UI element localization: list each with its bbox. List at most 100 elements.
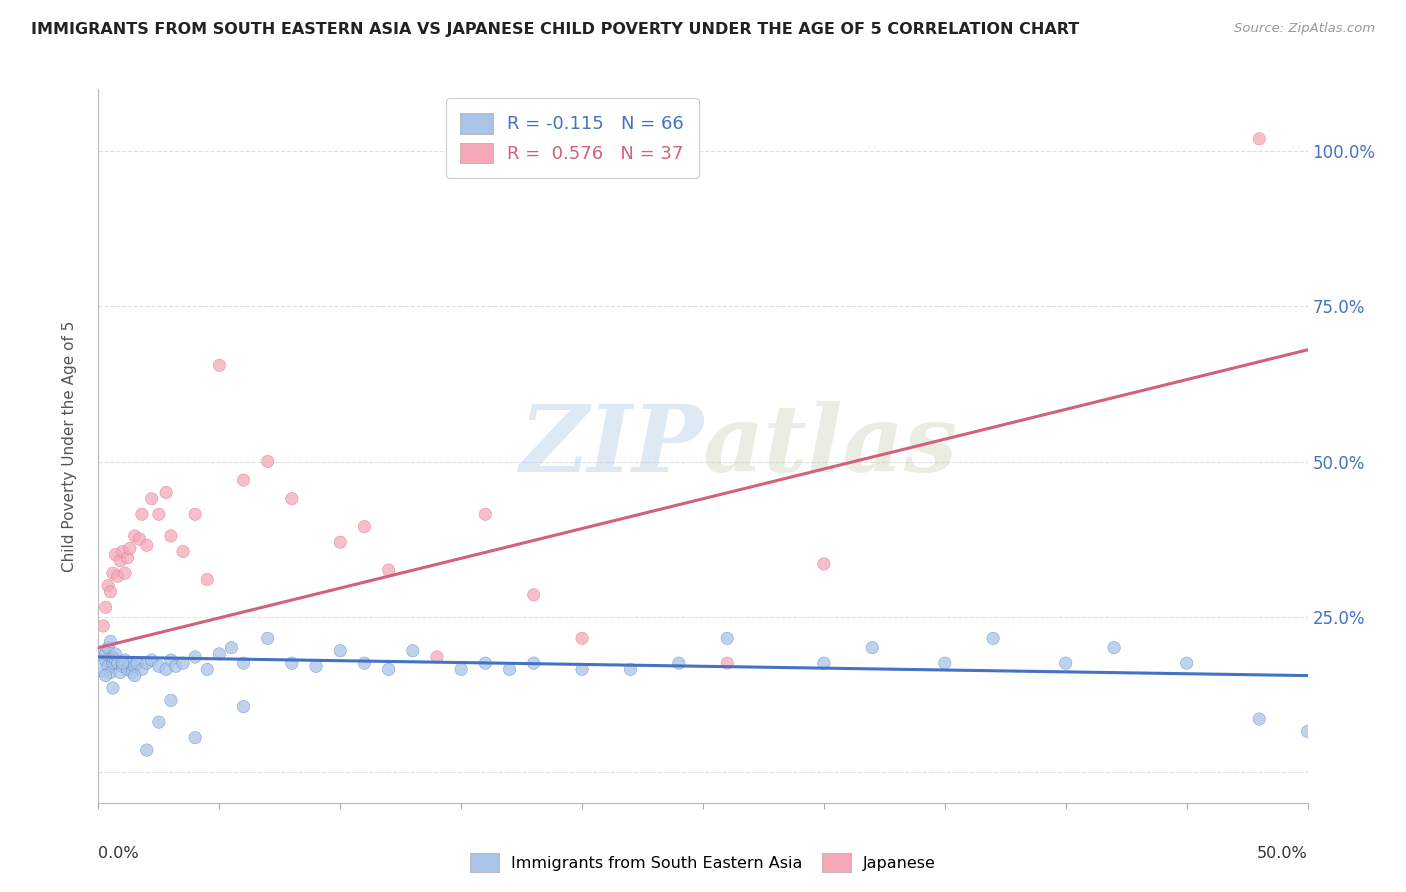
- Text: Source: ZipAtlas.com: Source: ZipAtlas.com: [1234, 22, 1375, 36]
- Point: [91, 619, 114, 633]
- Point: [108, 665, 131, 680]
- Point: [353, 656, 375, 670]
- Point: [172, 656, 194, 670]
- Point: [124, 659, 146, 673]
- Point: [100, 665, 122, 680]
- Point: [619, 662, 641, 676]
- Point: [402, 644, 425, 658]
- Point: [523, 656, 546, 670]
- Point: [131, 508, 153, 522]
- Point: [155, 485, 177, 500]
- Point: [426, 650, 449, 665]
- Point: [329, 535, 352, 549]
- Point: [141, 653, 163, 667]
- Point: [97, 659, 120, 673]
- Point: [860, 640, 883, 655]
- Point: [523, 588, 546, 602]
- Point: [474, 508, 496, 522]
- Text: 0.0%: 0.0%: [98, 846, 139, 861]
- Point: [716, 656, 738, 670]
- Point: [124, 529, 146, 543]
- Point: [114, 566, 136, 581]
- Point: [813, 656, 835, 670]
- Point: [131, 662, 153, 676]
- Point: [100, 634, 122, 648]
- Point: [184, 650, 207, 665]
- Legend: R = -0.115   N = 66, R =  0.576   N = 37: R = -0.115 N = 66, R = 0.576 N = 37: [446, 98, 699, 178]
- Point: [100, 584, 122, 599]
- Point: [104, 653, 127, 667]
- Point: [256, 454, 278, 468]
- Point: [141, 491, 163, 506]
- Point: [184, 508, 207, 522]
- Point: [114, 653, 136, 667]
- Point: [1102, 640, 1125, 655]
- Point: [148, 715, 170, 730]
- Point: [1175, 656, 1198, 670]
- Point: [108, 554, 131, 568]
- Point: [165, 659, 187, 673]
- Point: [195, 573, 218, 587]
- Point: [184, 731, 207, 745]
- Point: [1249, 712, 1271, 726]
- Point: [94, 647, 117, 661]
- Point: [160, 693, 183, 707]
- Point: [118, 541, 141, 556]
- Point: [97, 640, 120, 655]
- Point: [934, 656, 956, 670]
- Point: [94, 668, 117, 682]
- Point: [121, 665, 143, 680]
- Point: [155, 662, 177, 676]
- Point: [117, 662, 139, 676]
- Point: [111, 659, 134, 673]
- Point: [981, 632, 1004, 646]
- Point: [111, 544, 134, 558]
- Point: [232, 473, 254, 487]
- Point: [498, 662, 520, 676]
- Point: [135, 538, 157, 552]
- Point: [474, 656, 496, 670]
- Text: atlas: atlas: [703, 401, 959, 491]
- Point: [111, 656, 134, 670]
- Point: [208, 359, 231, 373]
- Legend: Immigrants from South Eastern Asia, Japanese: Immigrants from South Eastern Asia, Japa…: [461, 845, 945, 880]
- Point: [571, 662, 593, 676]
- Point: [101, 650, 124, 665]
- Point: [668, 656, 690, 670]
- Point: [128, 532, 150, 546]
- Point: [232, 699, 254, 714]
- Point: [813, 557, 835, 571]
- Point: [208, 647, 231, 661]
- Point: [256, 632, 278, 646]
- Point: [101, 566, 124, 581]
- Point: [232, 656, 254, 670]
- Point: [107, 656, 129, 670]
- Text: ZIP: ZIP: [519, 401, 703, 491]
- Point: [135, 743, 157, 757]
- Point: [118, 656, 141, 670]
- Y-axis label: Child Poverty Under the Age of 5: Child Poverty Under the Age of 5: [62, 320, 77, 572]
- Point: [1249, 132, 1271, 146]
- Point: [107, 569, 129, 583]
- Point: [117, 550, 139, 565]
- Text: 50.0%: 50.0%: [1257, 846, 1308, 861]
- Point: [377, 563, 399, 577]
- Point: [101, 681, 124, 695]
- Point: [353, 519, 375, 533]
- Point: [135, 656, 157, 670]
- Point: [195, 662, 218, 676]
- Point: [571, 632, 593, 646]
- Point: [172, 544, 194, 558]
- Point: [148, 508, 170, 522]
- Point: [450, 662, 472, 676]
- Point: [1054, 656, 1077, 670]
- Point: [97, 579, 120, 593]
- Point: [127, 656, 149, 670]
- Point: [329, 644, 352, 658]
- Point: [124, 668, 146, 682]
- Point: [160, 529, 183, 543]
- Point: [91, 656, 114, 670]
- Point: [716, 632, 738, 646]
- Point: [281, 656, 304, 670]
- Point: [104, 548, 127, 562]
